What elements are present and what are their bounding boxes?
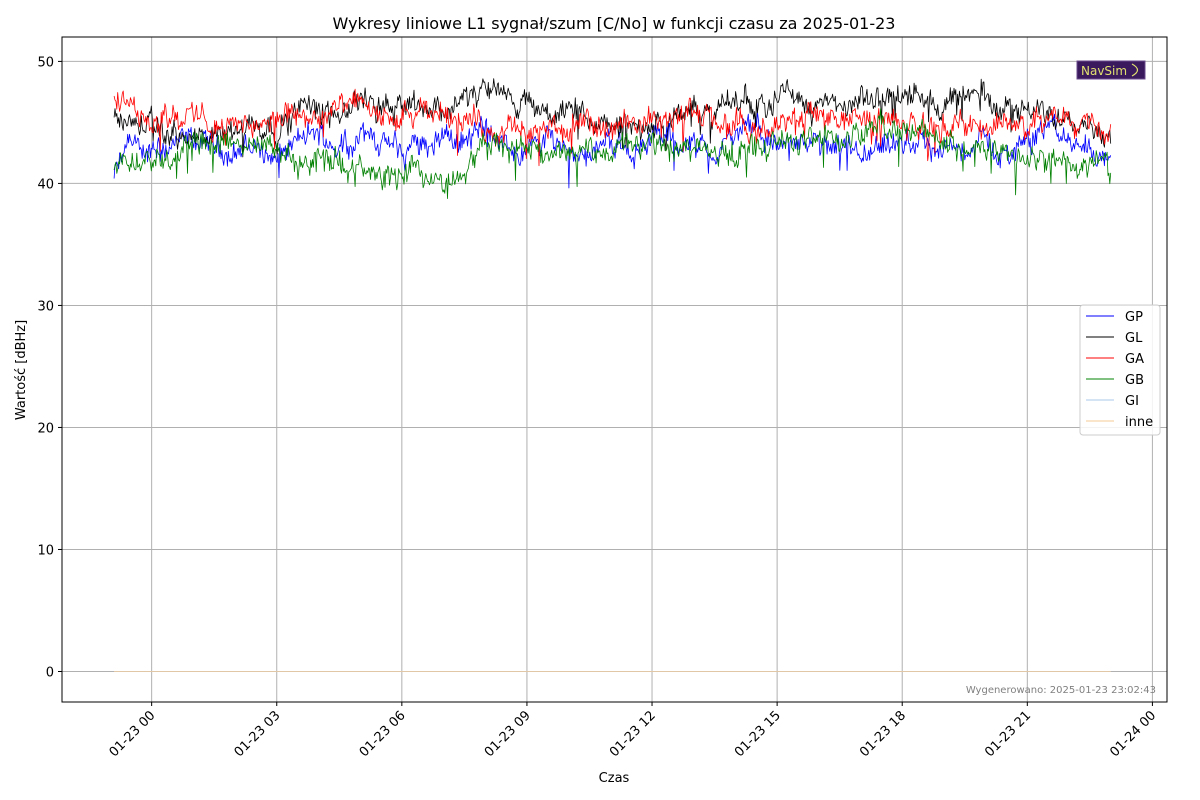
logo-arc-icon xyxy=(1131,63,1139,77)
grid xyxy=(62,37,1167,702)
y-tick-label: 0 xyxy=(46,665,54,680)
x-tick-label: 01-23 12 xyxy=(607,708,659,760)
legend-label-gi: GI xyxy=(1125,394,1139,409)
legend-label-gp: GP xyxy=(1125,310,1143,325)
y-tick-label: 10 xyxy=(37,543,54,558)
y-axis-label: Wartość [dBHz] xyxy=(14,320,29,420)
logo-text: NavSim xyxy=(1081,64,1127,78)
series-line-gl xyxy=(113,78,1112,158)
series-line-ga xyxy=(113,88,1112,167)
x-tick-label: 01-23 06 xyxy=(357,708,409,760)
legend-label-gl: GL xyxy=(1125,331,1143,346)
legend-label-ga: GA xyxy=(1125,352,1144,367)
x-tick-label: 01-23 15 xyxy=(732,708,784,760)
legend-label-gb: GB xyxy=(1125,373,1144,388)
series-lines xyxy=(113,78,1112,672)
x-tick-label: 01-24 00 xyxy=(1107,708,1159,760)
x-tick-label: 01-23 21 xyxy=(982,708,1034,760)
x-tick-label: 01-23 18 xyxy=(857,708,909,760)
legend: GP GL GA GB GI inne xyxy=(1079,304,1161,436)
generated-timestamp: Wygenerowano: 2025-01-23 23:02:43 xyxy=(966,685,1156,696)
legend-label-inne: inne xyxy=(1125,415,1153,430)
y-axis-ticks: 0 10 20 30 40 50 xyxy=(37,55,62,680)
y-tick-label: 50 xyxy=(37,55,54,70)
y-tick-label: 40 xyxy=(37,177,54,192)
x-axis-ticks: 01-23 00 01-23 03 01-23 06 01-23 09 01-23 12… xyxy=(107,702,1159,760)
logo-badge xyxy=(1076,60,1146,80)
y-tick-label: 30 xyxy=(37,299,54,314)
logo: NavSim xyxy=(1076,60,1146,80)
x-tick-label: 01-23 09 xyxy=(482,708,534,760)
plot-frame xyxy=(61,36,1168,703)
chart-title: Wykresy liniowe L1 sygnał/szum [C/No] w … xyxy=(333,14,896,33)
series-line-gp xyxy=(113,111,1112,189)
x-tick-label: 01-23 00 xyxy=(107,708,159,760)
x-axis-label: Czas xyxy=(599,771,630,786)
y-tick-label: 20 xyxy=(37,421,54,436)
x-tick-label: 01-23 03 xyxy=(232,708,284,760)
series-line-gb xyxy=(113,108,1112,199)
